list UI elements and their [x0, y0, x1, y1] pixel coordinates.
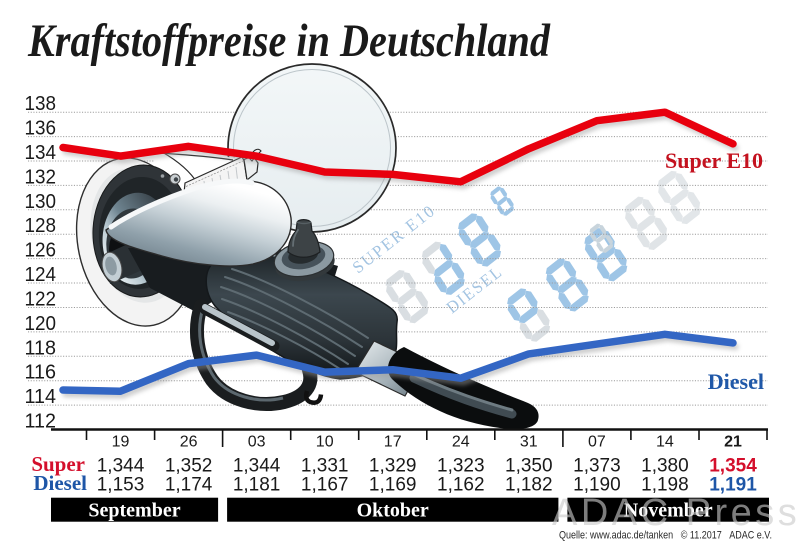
svg-text:122: 122 — [25, 289, 57, 311]
svg-text:1,323: 1,323 — [437, 456, 485, 477]
svg-text:1,169: 1,169 — [369, 475, 417, 496]
svg-text:1,190: 1,190 — [573, 475, 621, 496]
svg-text:1,354: 1,354 — [709, 456, 757, 477]
svg-text:31: 31 — [520, 434, 538, 451]
svg-text:Quelle: www.adac.de/tanken ©: Quelle: www.adac.de/tanken © 11.2017 ADA… — [559, 530, 772, 542]
svg-text:10: 10 — [316, 434, 334, 451]
svg-text:17: 17 — [384, 434, 402, 451]
svg-text:1,153: 1,153 — [97, 475, 145, 496]
svg-text:138: 138 — [25, 93, 57, 115]
svg-text:19: 19 — [112, 434, 130, 451]
svg-text:124: 124 — [25, 264, 57, 286]
svg-text:1,167: 1,167 — [301, 475, 349, 496]
svg-text:1,344: 1,344 — [97, 456, 145, 477]
svg-text:07: 07 — [588, 434, 606, 451]
svg-text:112: 112 — [25, 411, 57, 433]
svg-text:Super: Super — [31, 452, 85, 476]
svg-text:114: 114 — [25, 386, 57, 408]
svg-text:Diesel: Diesel — [33, 471, 87, 495]
svg-text:1,380: 1,380 — [641, 456, 689, 477]
svg-text:1,373: 1,373 — [573, 456, 621, 477]
svg-text:1,198: 1,198 — [641, 475, 689, 496]
svg-text:Oktober: Oktober — [357, 500, 429, 522]
svg-text:1,331: 1,331 — [301, 456, 349, 477]
svg-text:130: 130 — [25, 191, 57, 213]
svg-text:September: September — [88, 500, 180, 522]
svg-text:1,191: 1,191 — [709, 475, 757, 496]
svg-text:1,182: 1,182 — [505, 475, 553, 496]
svg-text:1,344: 1,344 — [233, 456, 281, 477]
svg-text:128: 128 — [25, 215, 57, 237]
svg-text:21: 21 — [724, 434, 742, 451]
svg-text:Diesel: Diesel — [708, 369, 764, 394]
svg-text:24: 24 — [452, 434, 470, 451]
svg-text:1,181: 1,181 — [233, 475, 281, 496]
svg-text:1,174: 1,174 — [165, 475, 213, 496]
svg-text:November: November — [624, 500, 713, 522]
svg-text:1,162: 1,162 — [437, 475, 485, 496]
svg-text:14: 14 — [656, 434, 674, 451]
svg-text:1,329: 1,329 — [369, 456, 417, 477]
svg-text:134: 134 — [25, 142, 57, 164]
svg-text:1,350: 1,350 — [505, 456, 553, 477]
svg-text:ADAC Presse: ADAC Presse — [552, 492, 800, 534]
svg-text:26: 26 — [180, 434, 198, 451]
svg-text:03: 03 — [248, 434, 266, 451]
svg-text:Kraftstoffpreise in Deutschlan: Kraftstoffpreise in Deutschland — [27, 15, 551, 67]
svg-text:126: 126 — [25, 240, 57, 262]
svg-text:120: 120 — [25, 313, 57, 335]
svg-text:Super E10: Super E10 — [665, 148, 763, 173]
svg-text:136: 136 — [25, 118, 57, 140]
svg-text:116: 116 — [25, 362, 57, 384]
svg-text:118: 118 — [25, 337, 57, 359]
svg-text:1,352: 1,352 — [165, 456, 213, 477]
svg-text:132: 132 — [25, 166, 57, 188]
